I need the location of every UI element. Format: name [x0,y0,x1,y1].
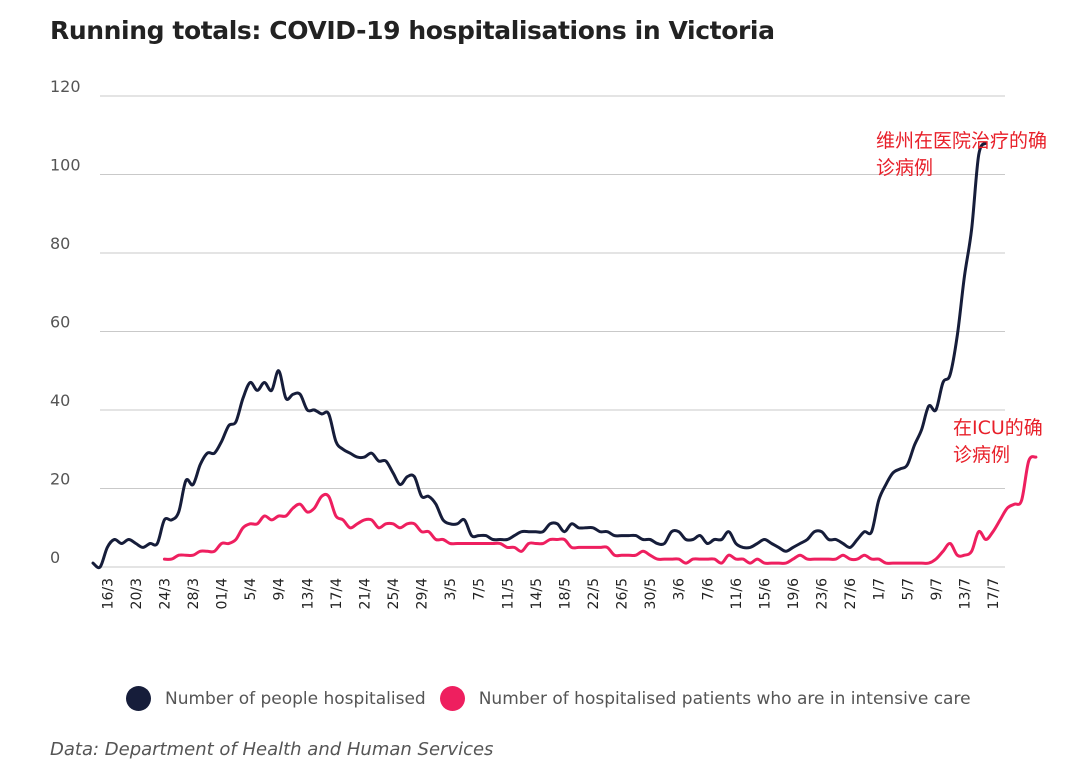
x-tick-label: 26/5 [615,578,631,609]
x-tick-label: 11/5 [500,578,516,609]
annotation-hospitalised-line: 诊病例 [876,157,933,179]
legend-label-hospitalised: Number of people hospitalised [165,688,426,709]
x-tick-label: 7/5 [472,578,488,601]
x-tick-label: 14/5 [529,578,545,609]
annotation-intensive-care-line: 诊病例 [953,444,1010,466]
x-tick-label: 30/5 [643,578,659,609]
gridlines [100,95,1005,568]
x-tick-label: 5/7 [900,578,916,601]
legend-swatch-intensive-care [439,686,465,711]
x-tick-label: 9/4 [272,578,288,601]
legend: Number of people hospitalised Number of … [126,686,985,711]
annotation-intensive-care-line: 在ICU的确 [953,417,1043,439]
y-tick-label: 120 [50,77,81,96]
x-tick-label: 9/7 [929,578,945,601]
x-tick-label: 7/6 [700,578,716,601]
legend-item-hospitalised[interactable]: Number of people hospitalised [126,686,426,711]
x-tick-label: 20/3 [129,578,145,609]
x-tick-label: 17/4 [329,578,345,610]
x-tick-label: 23/6 [815,578,831,610]
series-line-hospitalised [91,141,988,570]
y-axis-ticks: 0 20 40 60 80 100 120 [50,77,81,567]
legend-swatch-hospitalised [126,686,151,711]
line-chart: 0 20 40 60 80 100 120 16/3 20/3 24/3 28/3 01/4 5/4 9… [50,77,1047,610]
series-line-intensive-care [162,455,1038,565]
x-tick-label: 21/4 [357,578,373,610]
y-tick-label: 20 [50,470,70,489]
x-tick-label: 29/4 [415,578,431,610]
y-tick-label: 60 [50,313,70,332]
x-tick-label: 22/5 [586,578,602,609]
y-tick-label: 100 [50,156,81,175]
x-tick-label: 11/6 [729,578,745,610]
x-tick-label: 28/3 [186,578,202,609]
y-tick-label: 80 [50,234,70,253]
x-tick-label: 18/5 [557,578,573,609]
x-tick-label: 1/7 [872,578,888,601]
legend-label-intensive-care: Number of hospitalised patients who are … [478,688,971,709]
x-tick-label: 27/6 [843,578,859,610]
x-tick-label: 17/7 [986,578,1002,609]
x-tick-label: 3/5 [443,578,459,601]
x-axis-ticks: 16/3 20/3 24/3 28/3 01/4 5/4 9/4 13/4 17/4 21/4 25… [100,578,1002,610]
y-tick-label: 0 [50,548,60,567]
series-lines [91,141,1038,570]
x-tick-label: 13/4 [300,578,316,610]
x-tick-label: 15/6 [757,578,773,610]
x-tick-label: 13/7 [957,578,973,609]
x-tick-label: 24/3 [157,578,173,609]
x-tick-label: 25/4 [386,578,402,610]
x-tick-label: 01/4 [215,578,231,610]
y-tick-label: 40 [50,391,70,410]
x-tick-label: 19/6 [786,578,802,610]
chart-title: Running totals: COVID-19 hospitalisation… [50,16,775,45]
legend-item-intensive-care[interactable]: Number of hospitalised patients who are … [439,686,971,711]
annotation-hospitalised-line: 维州在医院治疗的确 [876,130,1047,152]
x-tick-label: 5/4 [243,578,259,601]
x-tick-label: 3/6 [672,578,688,601]
x-tick-label: 16/3 [100,578,116,609]
source-note: Data: Department of Health and Human Ser… [50,739,494,760]
